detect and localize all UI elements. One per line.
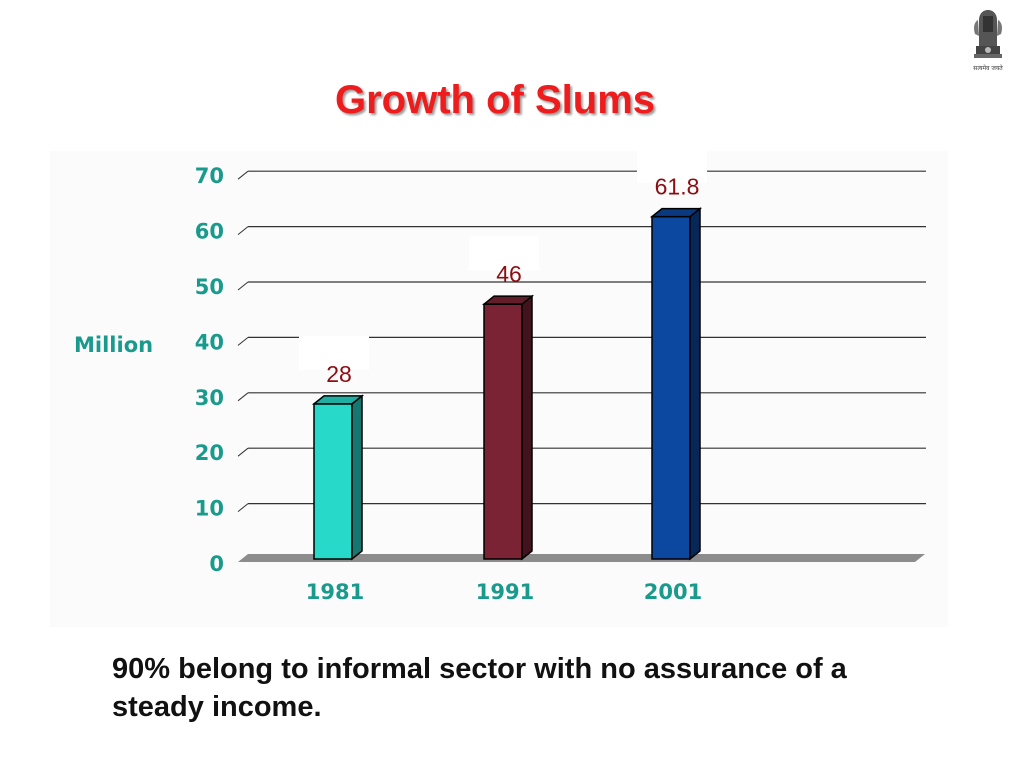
y-axis-label: Million — [74, 333, 153, 357]
y-tick-label: 60 — [195, 220, 224, 244]
x-tick-label: 1981 — [306, 580, 364, 604]
data-label-backing — [637, 151, 707, 183]
y-tick-label: 20 — [195, 441, 224, 465]
x-tick-label: 1991 — [476, 580, 534, 604]
data-label: 28 — [326, 361, 352, 387]
bar — [651, 215, 691, 560]
y-tick-label: 30 — [195, 386, 224, 410]
gridline-stub — [237, 226, 249, 235]
y-tick-label: 10 — [195, 497, 224, 521]
state-emblem-icon: सत्यमेव जयते — [973, 10, 1003, 72]
data-label: 46 — [496, 261, 522, 287]
bar-side — [351, 394, 363, 561]
chart-floor — [238, 554, 925, 562]
gridline-stub — [237, 170, 249, 180]
bar-side — [689, 207, 701, 561]
gridline-stub — [237, 392, 249, 402]
emblem-motto: सत्यमेव जयते — [973, 64, 1003, 72]
bar — [313, 403, 353, 560]
bar-top — [649, 207, 703, 218]
x-tick-label: 2001 — [644, 580, 702, 604]
gridline-stub — [237, 281, 249, 291]
y-tick-label: 50 — [195, 275, 224, 299]
bar-top — [311, 395, 365, 405]
data-label: 61.8 — [655, 174, 700, 200]
data-label-backing — [299, 335, 369, 370]
gridline-stub — [237, 503, 249, 512]
data-label-backing — [469, 236, 539, 271]
bar-top — [481, 295, 535, 305]
y-tick-label: 40 — [195, 330, 224, 354]
gridline-stub — [237, 337, 249, 346]
slide-caption: 90% belong to informal sector with no as… — [112, 653, 847, 723]
bar — [483, 303, 523, 560]
y-tick-label: 0 — [209, 552, 224, 576]
bar-chart: 0 10 20 30 40 50 60 70 Million 28 1981 46 1991 61.8 20… — [74, 151, 926, 604]
y-tick-label: 70 — [195, 164, 224, 188]
bar-side — [521, 294, 533, 561]
gridline-stub — [237, 447, 249, 457]
slide-title: Growth of Slums — [335, 78, 655, 122]
